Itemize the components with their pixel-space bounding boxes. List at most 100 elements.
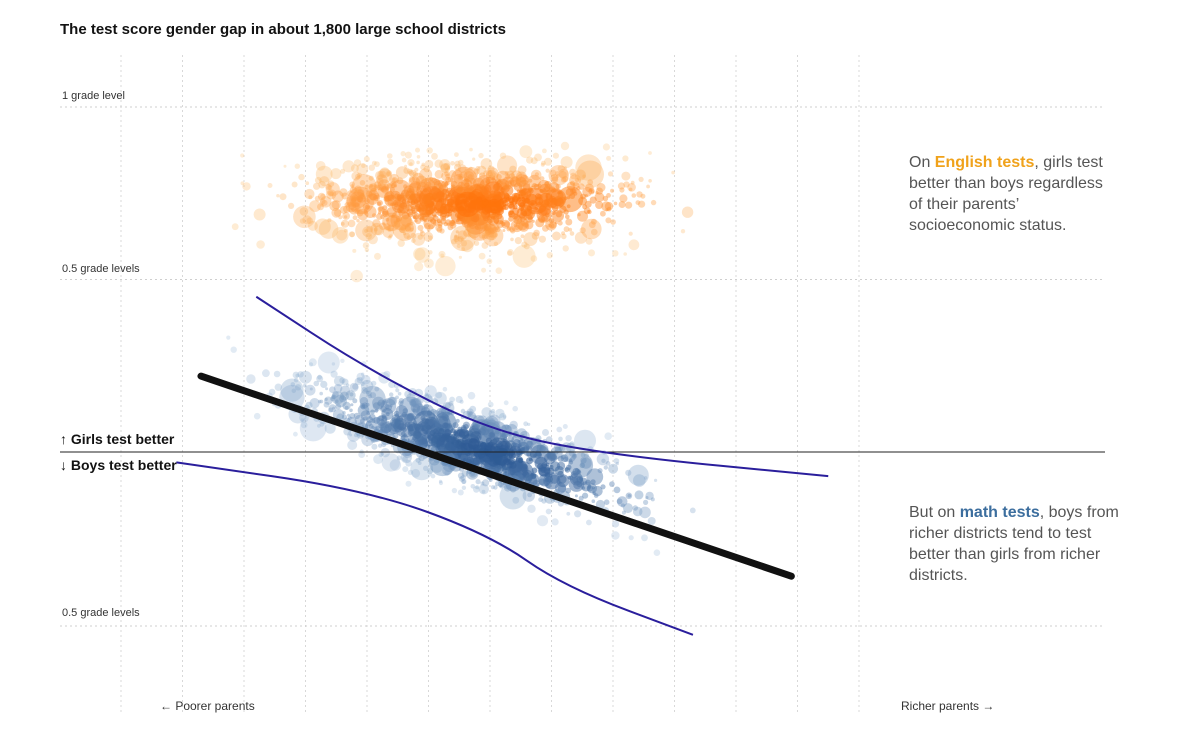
english-point (530, 255, 538, 262)
math-point (308, 358, 317, 367)
math-point (498, 482, 505, 489)
english-point (501, 221, 506, 227)
english-point (607, 171, 614, 177)
english-point (453, 236, 460, 243)
english-point (379, 167, 391, 178)
english-point (430, 218, 437, 225)
math-point (494, 468, 499, 472)
english-point (508, 173, 516, 180)
english-point (627, 183, 636, 192)
english-point (382, 222, 386, 226)
math-point (410, 400, 417, 407)
math-point (604, 432, 612, 441)
math-point (509, 461, 517, 469)
english-point (623, 181, 630, 188)
english-point (411, 207, 418, 214)
english-point (370, 188, 378, 195)
math-point (495, 481, 500, 487)
math-point (442, 386, 448, 392)
math-point (538, 474, 551, 487)
english-point (348, 231, 355, 238)
english-point (565, 218, 573, 226)
english-point (387, 235, 392, 240)
english-point (549, 221, 557, 229)
english-point (349, 191, 367, 209)
english-point (646, 184, 650, 189)
english-point (460, 237, 465, 242)
english-point (481, 242, 489, 249)
english-point (406, 222, 412, 228)
english-point (371, 160, 377, 166)
math-point (405, 480, 412, 487)
english-point (606, 155, 612, 161)
english-point (549, 169, 557, 177)
math-point (400, 451, 412, 464)
math-point (611, 520, 620, 528)
english-point (414, 262, 424, 272)
english-point (610, 219, 616, 225)
english-point (440, 253, 445, 258)
english-point (486, 258, 493, 265)
english-point (528, 200, 538, 209)
english-point (420, 181, 426, 188)
english-point (320, 203, 324, 207)
math-point (319, 422, 325, 427)
math-point (476, 435, 481, 439)
english-point (473, 240, 480, 246)
english-point (408, 170, 414, 176)
english-point (456, 243, 461, 249)
math-point (504, 424, 510, 430)
english-point (478, 252, 486, 260)
math-point (339, 385, 351, 396)
english-point (509, 226, 515, 233)
english-point (451, 238, 457, 245)
math-point (409, 398, 416, 406)
math-point (560, 454, 569, 463)
math-point (444, 429, 451, 436)
math-point (451, 487, 458, 494)
english-point (405, 204, 413, 212)
math-point (457, 472, 465, 479)
english-point (369, 193, 377, 201)
english-point (569, 168, 576, 176)
english-point (487, 231, 494, 238)
english-point (407, 159, 415, 167)
confidence-band-upper (255, 295, 829, 478)
math-point (365, 390, 370, 395)
english-point (416, 186, 421, 191)
english-point (606, 193, 611, 198)
math-point (641, 534, 648, 542)
english-point (479, 172, 486, 179)
english-point (318, 219, 339, 239)
math-point (504, 484, 512, 492)
english-point (325, 183, 332, 191)
english-point (321, 199, 328, 206)
english-point (450, 225, 476, 252)
math-point (360, 374, 371, 385)
english-point (534, 172, 540, 177)
math-point (572, 453, 576, 457)
english-point (409, 162, 413, 166)
english-point (485, 228, 498, 241)
english-point (448, 220, 455, 226)
english-point (288, 202, 295, 209)
english-point (585, 237, 593, 245)
english-point (548, 223, 555, 229)
english-point (384, 186, 388, 190)
english-point (356, 219, 360, 223)
math-point (354, 377, 362, 385)
math-point (406, 413, 415, 422)
english-point (578, 183, 585, 190)
math-point (363, 416, 368, 421)
english-point (240, 153, 245, 158)
math-point (467, 391, 476, 400)
english-point (433, 202, 445, 214)
english-point (550, 174, 559, 182)
math-point (578, 495, 584, 501)
english-point (554, 221, 558, 225)
english-point (584, 194, 588, 198)
math-highlight: math tests (959, 504, 1040, 521)
english-point (481, 234, 486, 239)
english-point (349, 186, 357, 194)
math-point (308, 362, 314, 367)
